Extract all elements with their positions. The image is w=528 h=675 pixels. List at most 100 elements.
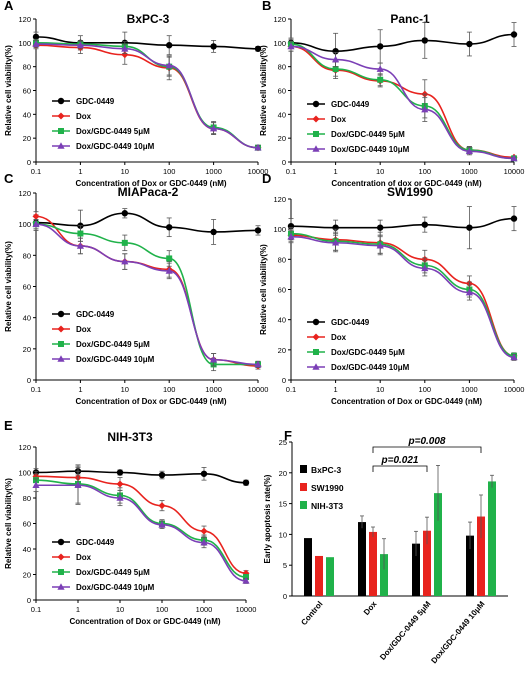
y-tick-label: 40	[23, 314, 31, 323]
data-point	[210, 124, 218, 132]
x-axis-label: Concentration of Dox or GDC-0449 (nM)	[75, 397, 226, 406]
data-point	[121, 44, 129, 52]
bar	[315, 555, 323, 596]
data-point	[254, 227, 262, 234]
y-tick-label: 25	[279, 438, 287, 447]
y-tick-label: 100	[273, 39, 286, 48]
legend-label: Dox	[76, 325, 92, 334]
data-point	[210, 355, 218, 363]
y-tick-label: 60	[23, 87, 31, 96]
bar	[477, 516, 485, 596]
legend-label: Dox	[331, 333, 347, 342]
y-axis-label: Early apoptosis rate(%)	[263, 474, 272, 563]
data-point	[121, 257, 129, 265]
data-point	[332, 55, 340, 63]
data-point	[332, 238, 340, 246]
legend-label: Dox/GDC-0449 10μM	[76, 583, 155, 592]
y-tick-label: 100	[273, 225, 286, 234]
data-point	[242, 479, 250, 486]
x-tick-label: 10	[376, 385, 384, 394]
data-point	[200, 527, 208, 535]
x-tick-label: 1	[76, 605, 80, 614]
x-tick-label: 1	[334, 385, 338, 394]
data-point	[116, 469, 124, 476]
legend-label: Dox	[331, 115, 347, 124]
data-point	[166, 224, 173, 231]
y-tick-label: 80	[23, 251, 31, 260]
x-tick-label: 100	[419, 385, 432, 394]
legend-marker	[312, 363, 320, 370]
legend-label: GDC-0449	[331, 318, 370, 327]
data-point	[165, 267, 173, 274]
legend-label: GDC-0449	[76, 538, 115, 547]
chart-title: NIH-3T3	[107, 430, 153, 444]
x-axis-label: Concentration of Dox or GDC-0449 (nM)	[69, 617, 220, 626]
x-category-label: Dox	[362, 599, 379, 617]
series-line	[35, 36, 259, 50]
legend-marker	[57, 325, 65, 333]
y-tick-label: 100	[18, 39, 31, 48]
legend-marker	[312, 318, 320, 326]
legend-marker	[58, 569, 64, 575]
legend-label: GDC-0449	[331, 100, 370, 109]
x-tick-label: 1	[78, 167, 82, 176]
x-tick-label: 10	[121, 385, 129, 394]
legend-swatch	[300, 483, 307, 491]
series-line	[290, 33, 515, 52]
y-tick-label: 100	[18, 220, 31, 229]
data-point	[377, 76, 384, 83]
y-tick-label: 120	[18, 189, 31, 198]
data-point	[121, 210, 128, 217]
bar	[412, 543, 420, 596]
data-point	[76, 41, 84, 49]
legend-marker	[57, 583, 65, 590]
y-tick-label: 60	[278, 87, 286, 96]
data-point	[465, 288, 473, 296]
data-point	[421, 105, 429, 113]
series-line	[35, 484, 247, 582]
legend-label: SW1990	[311, 483, 344, 493]
legend-label: GDC-0449	[76, 97, 115, 106]
y-tick-label: 0	[27, 376, 31, 385]
x-tick-label: 100	[163, 385, 176, 394]
series-line	[290, 45, 515, 159]
data-point	[254, 360, 262, 368]
p-value-label: p=0.008	[408, 436, 446, 447]
y-tick-label: 0	[27, 596, 31, 605]
y-tick-label: 0	[27, 158, 31, 167]
bar	[423, 530, 431, 596]
legend-swatch	[300, 501, 307, 509]
series-line	[290, 45, 515, 160]
panel-letter: A	[4, 0, 14, 13]
x-tick-label: 1000	[205, 167, 222, 176]
data-point	[376, 241, 384, 249]
data-point	[421, 264, 429, 272]
chart-title: MIAPaca-2	[118, 185, 179, 199]
y-axis-label: Relative cell viability(%)	[4, 45, 13, 136]
x-category-label: Dox/GDC-0449 10μM	[429, 599, 486, 665]
y-tick-label: 15	[279, 500, 287, 509]
x-category-label: Control	[299, 600, 324, 628]
legend-label: GDC-0449	[76, 310, 115, 319]
data-point	[200, 538, 208, 546]
data-point	[421, 221, 428, 228]
x-tick-label: 0.1	[31, 385, 41, 394]
legend-label: Dox	[76, 553, 92, 562]
x-tick-label: 1000	[461, 167, 478, 176]
y-axis-label: Relative cell viability(%)	[4, 478, 13, 569]
x-tick-label: 10	[116, 605, 124, 614]
legend-marker	[312, 115, 320, 123]
x-tick-label: 1000	[196, 605, 213, 614]
significance-bracket	[372, 446, 482, 453]
x-tick-label: 10	[121, 167, 129, 176]
y-tick-label: 120	[18, 443, 31, 452]
legend-marker	[57, 112, 65, 120]
legend-marker	[57, 553, 65, 561]
legend-marker	[57, 538, 65, 546]
significance-bracket	[372, 465, 428, 472]
data-point	[76, 242, 84, 249]
legend-label: NIH-3T3	[311, 501, 343, 511]
data-point	[510, 154, 518, 162]
y-axis-label: Relative cell viability(%)	[259, 45, 268, 136]
y-tick-label: 20	[278, 134, 286, 143]
